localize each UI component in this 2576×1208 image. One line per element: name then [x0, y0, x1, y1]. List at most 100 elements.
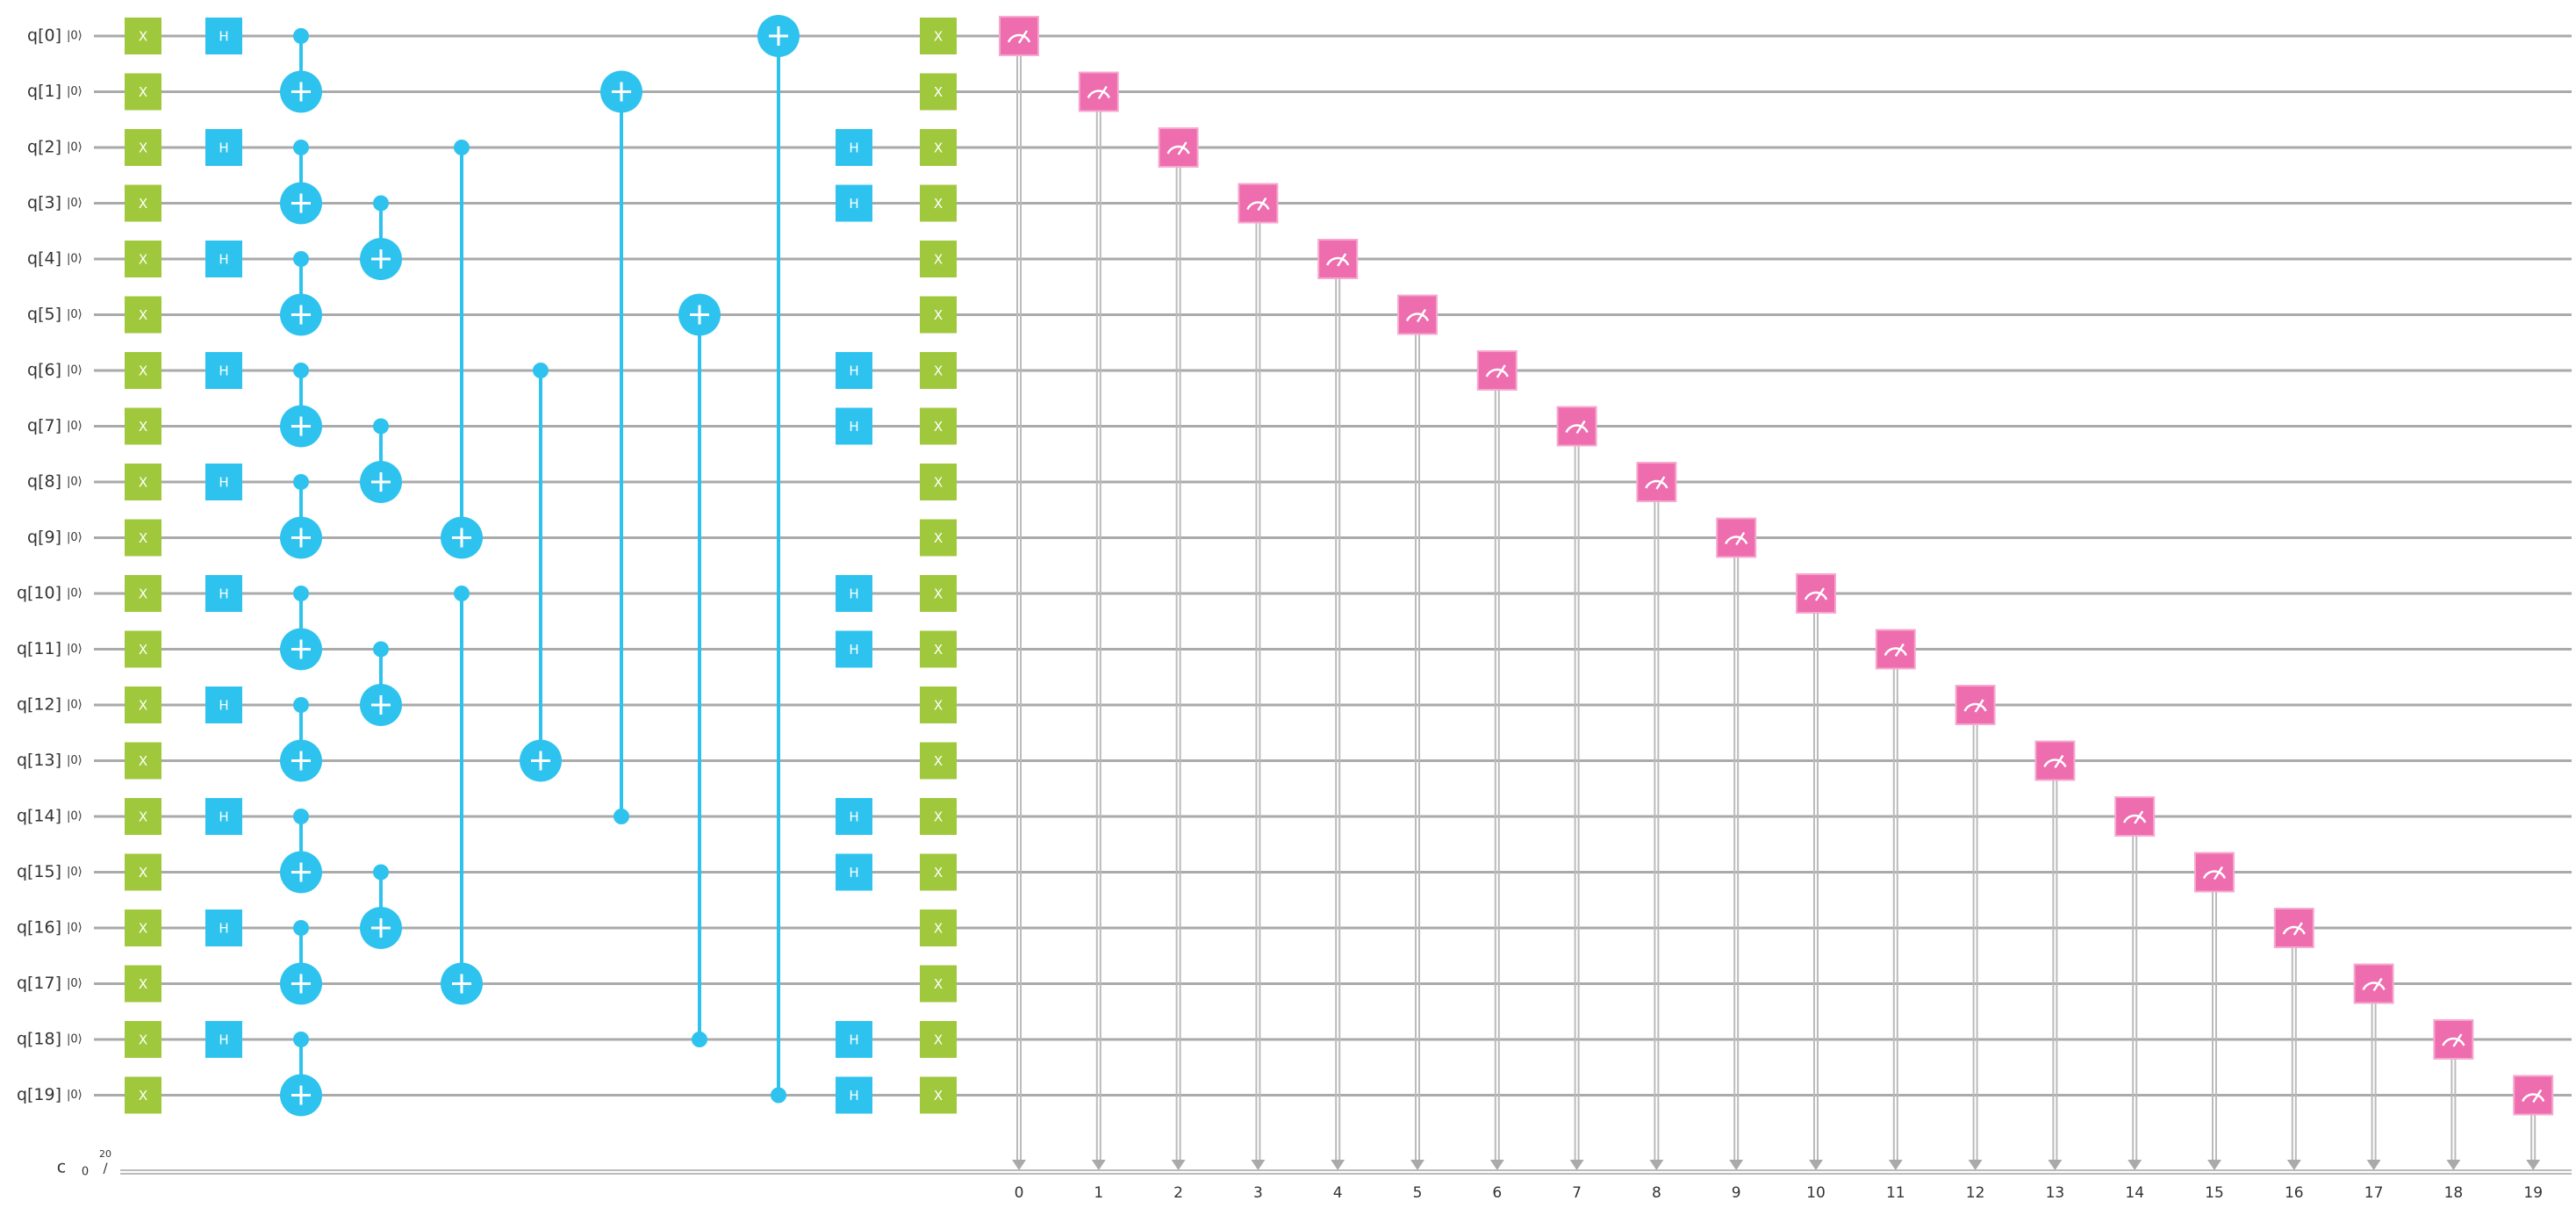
bit-label: 5 — [1413, 1184, 1423, 1202]
meter-icon — [1246, 197, 1270, 212]
meter-icon — [2123, 810, 2147, 824]
gate-h — [205, 352, 242, 389]
qubit-label: q[0] — [27, 26, 61, 46]
gate-h — [205, 241, 242, 277]
control-dot — [293, 140, 309, 155]
gate-label: H — [219, 29, 228, 45]
gate-x — [920, 407, 957, 445]
gate-h — [836, 407, 872, 445]
gate-label: H — [849, 642, 858, 658]
gate-x — [920, 853, 957, 891]
bit-label: 14 — [2125, 1184, 2144, 1202]
gate-label: X — [139, 586, 147, 602]
gate-label: X — [934, 698, 943, 714]
gate-label: H — [849, 865, 858, 881]
gate-label: H — [219, 698, 228, 714]
meter-icon — [1007, 30, 1031, 44]
gate-label: H — [849, 1032, 858, 1048]
measure-arrow — [1410, 1160, 1424, 1170]
qubit-ket: |0⟩ — [67, 1033, 83, 1046]
gate-h — [836, 630, 872, 668]
qubit-label: q[6] — [27, 361, 61, 380]
gate-label: X — [139, 29, 147, 45]
meter-icon — [1804, 587, 1828, 601]
gate-x — [125, 630, 161, 668]
meter-icon — [2202, 866, 2227, 881]
gate-x — [125, 853, 161, 891]
control-dot — [454, 140, 470, 155]
control-dot — [293, 363, 309, 378]
qubit-label: q[19] — [17, 1085, 61, 1104]
gate-x — [920, 1076, 957, 1114]
gate-h — [205, 575, 242, 612]
control-dot — [614, 809, 629, 824]
target-plus — [690, 305, 709, 325]
control-dot — [293, 474, 309, 490]
control-dot — [771, 1087, 786, 1104]
gate-label: X — [934, 252, 943, 268]
bit-label: 16 — [2285, 1184, 2304, 1202]
target-plus — [612, 82, 631, 102]
qubit-ket: |0⟩ — [67, 699, 83, 712]
target-plus — [291, 639, 311, 659]
measure-arrow — [1012, 1160, 1026, 1170]
gate-label: X — [934, 976, 943, 992]
bit-label: 13 — [2046, 1184, 2065, 1202]
gate-label: X — [934, 29, 943, 45]
gate-label: H — [849, 809, 858, 825]
gate-x — [920, 464, 957, 500]
meter-icon — [1405, 308, 1430, 323]
classical-label: c — [57, 1158, 66, 1177]
qubit-ket: |0⟩ — [67, 754, 83, 767]
target-plus — [291, 82, 311, 102]
gate-x — [125, 742, 161, 780]
gate-label: X — [934, 307, 943, 323]
qubit-ket: |0⟩ — [67, 308, 83, 321]
qubit-label: q[2] — [27, 138, 61, 157]
gate-h — [205, 464, 242, 500]
measure-arrow — [2446, 1160, 2461, 1170]
gate-h — [205, 910, 242, 946]
gate-x — [125, 407, 161, 445]
gate-x — [920, 965, 957, 1003]
gate-x — [920, 184, 957, 222]
gate-x — [125, 798, 161, 835]
measure-arrow — [1729, 1160, 1744, 1170]
meter-icon — [2442, 1033, 2465, 1047]
gate-x — [920, 519, 957, 557]
gate-x — [920, 73, 957, 111]
bit-label: 19 — [2523, 1184, 2543, 1202]
gate-label: H — [219, 586, 228, 602]
meter-icon — [2282, 922, 2306, 936]
bit-label: 4 — [1333, 1184, 1343, 1202]
target-plus — [291, 416, 311, 436]
gate-x — [125, 73, 161, 111]
target-plus — [371, 249, 391, 269]
qubit-label: q[8] — [27, 472, 61, 492]
qubit-label: q[18] — [17, 1030, 61, 1049]
meter-icon — [1963, 699, 1987, 713]
qubit-ket: |0⟩ — [67, 420, 83, 433]
target-plus — [531, 751, 550, 771]
gate-x — [920, 352, 957, 389]
gate-label: H — [849, 1088, 858, 1104]
qubit-ket: |0⟩ — [67, 476, 83, 489]
classical-slash: / — [103, 1161, 108, 1176]
wires: q[0] |0⟩ q[1] |0⟩ q[2] |0⟩ q[3] |0⟩ q[4] |0⟩ q[5] |… — [17, 26, 2572, 1179]
bit-label: 0 — [1015, 1184, 1024, 1202]
qubit-ket: |0⟩ — [67, 1089, 83, 1102]
target-plus — [291, 528, 311, 548]
links — [299, 36, 2541, 1170]
qubit-ket: |0⟩ — [67, 643, 83, 656]
gate-label: X — [139, 196, 147, 212]
measure-arrow — [1171, 1160, 1186, 1170]
gate-x — [125, 184, 161, 222]
gate-label: X — [139, 84, 147, 100]
meter-icon — [2043, 754, 2067, 769]
gate-x — [920, 18, 957, 54]
gate-label: X — [139, 698, 147, 714]
control-dot — [533, 363, 549, 378]
qubit-label: q[5] — [27, 305, 61, 324]
gate-x — [920, 575, 957, 612]
gate-label: H — [849, 586, 858, 602]
